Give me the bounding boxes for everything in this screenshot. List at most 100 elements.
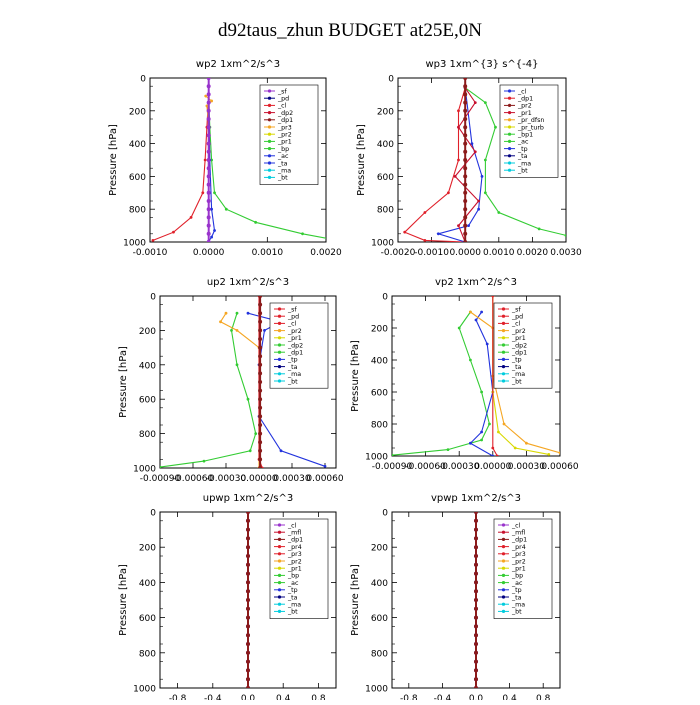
- legend-marker: [277, 329, 282, 333]
- y-tick-label: 1000: [365, 453, 388, 463]
- x-tick-label: -0.00030: [206, 474, 247, 484]
- legend-label: _tp: [287, 587, 298, 594]
- series-point: [474, 318, 478, 322]
- series-point: [488, 422, 491, 426]
- series-point: [258, 345, 263, 350]
- x-tick-label: -0.4: [204, 694, 222, 700]
- series-point: [463, 190, 468, 195]
- series-point: [246, 589, 250, 594]
- panel-title: up2 1xm^2/s^3: [207, 277, 289, 288]
- legend-label: _ma: [287, 602, 301, 609]
- series-point: [246, 562, 250, 567]
- series-point: [246, 512, 250, 514]
- series-point: [206, 141, 211, 146]
- legend-label: _ma: [287, 371, 301, 378]
- legend-marker: [501, 537, 506, 542]
- y-tick-label: 400: [139, 361, 156, 371]
- legend-marker: [267, 139, 272, 143]
- series-point: [463, 92, 468, 97]
- series-point: [457, 158, 460, 162]
- series-point: [474, 659, 478, 664]
- legend-marker: [507, 132, 512, 136]
- legend-marker: [277, 545, 282, 549]
- series-point: [206, 133, 211, 138]
- series-point: [513, 446, 517, 450]
- legend-label: _pr2: [511, 328, 526, 335]
- series-point: [206, 231, 211, 236]
- series-point: [463, 240, 468, 242]
- y-tick-label: 600: [371, 389, 388, 399]
- x-tick-label: 0.0010: [252, 248, 284, 258]
- plot-frame: [149, 77, 327, 243]
- series-point: [246, 677, 250, 682]
- legend-label: _pr1: [517, 110, 532, 117]
- legend-marker: [267, 96, 272, 100]
- series-point: [463, 166, 468, 171]
- series-line-1: [464, 87, 566, 236]
- series-group: [151, 78, 326, 242]
- series-point: [258, 431, 263, 436]
- panel-6: vpwp 1xm^2/s^3 Pressure [hPa] 0 200 400 600 80…: [350, 493, 561, 704]
- legend-marker: [501, 545, 506, 549]
- legend-label: _ta: [517, 153, 528, 160]
- legend-marker: [267, 103, 272, 107]
- legend-marker: [507, 96, 512, 100]
- series-group: [392, 296, 560, 456]
- series-point: [457, 224, 460, 228]
- legend-marker: [277, 307, 282, 311]
- series-point: [206, 166, 211, 171]
- legend-marker: [501, 588, 506, 592]
- series-point: [474, 615, 478, 620]
- series-point: [210, 99, 214, 103]
- series-point: [210, 235, 214, 239]
- series-point: [474, 677, 478, 682]
- legend-label: _pr1: [277, 139, 292, 146]
- series-point: [206, 92, 211, 97]
- series-point: [525, 441, 528, 445]
- series-point: [248, 449, 252, 453]
- series-point: [246, 633, 250, 638]
- series-point: [206, 125, 211, 130]
- series-group: [246, 512, 250, 688]
- y-tick-label: 200: [371, 544, 388, 554]
- legend-marker: [501, 336, 506, 340]
- legend-marker: [277, 357, 282, 361]
- series-point: [474, 518, 478, 523]
- legend-label: _bt: [287, 609, 298, 616]
- legend-label: _pr3: [511, 551, 526, 558]
- series-point: [258, 423, 263, 427]
- y-tick-label: 800: [139, 649, 156, 659]
- y-tick-label: 600: [139, 614, 156, 624]
- y-tick-label: 800: [377, 206, 394, 216]
- x-tick-label: 0.0010: [483, 248, 515, 258]
- x-tick-label: 0.0: [241, 694, 256, 700]
- series-point: [474, 527, 478, 532]
- series-point: [246, 642, 250, 646]
- legend-marker: [501, 552, 506, 556]
- legend-label: _tp: [511, 357, 522, 364]
- series-point: [254, 432, 258, 435]
- series-point: [210, 207, 214, 211]
- series-point: [206, 182, 211, 187]
- x-tick-label: 0.00000: [474, 462, 511, 472]
- panel-2: wp3 1xm^{3} s^{-4} Pressure [hPa] 0 200 400 6…: [356, 59, 582, 258]
- legend-label: _bp: [511, 573, 523, 580]
- series-line-3: [436, 87, 483, 242]
- series-point: [463, 174, 468, 179]
- series-point: [483, 158, 487, 162]
- series-point: [502, 422, 506, 426]
- series-point: [480, 310, 483, 314]
- panel-title: vpwp 1xm^2/s^3: [431, 493, 521, 504]
- series-point: [235, 329, 239, 332]
- series-point: [463, 158, 468, 162]
- series-point: [474, 686, 478, 688]
- legend-label: _pd: [287, 314, 299, 321]
- x-tick-label: -0.8: [400, 694, 418, 700]
- series-point: [258, 319, 263, 324]
- legend-marker: [501, 314, 506, 318]
- legend-marker: [507, 161, 512, 165]
- legend-label: _dp2: [511, 342, 527, 349]
- y-tick-label: 800: [371, 421, 388, 431]
- series-point: [463, 84, 468, 89]
- series-point: [205, 104, 209, 108]
